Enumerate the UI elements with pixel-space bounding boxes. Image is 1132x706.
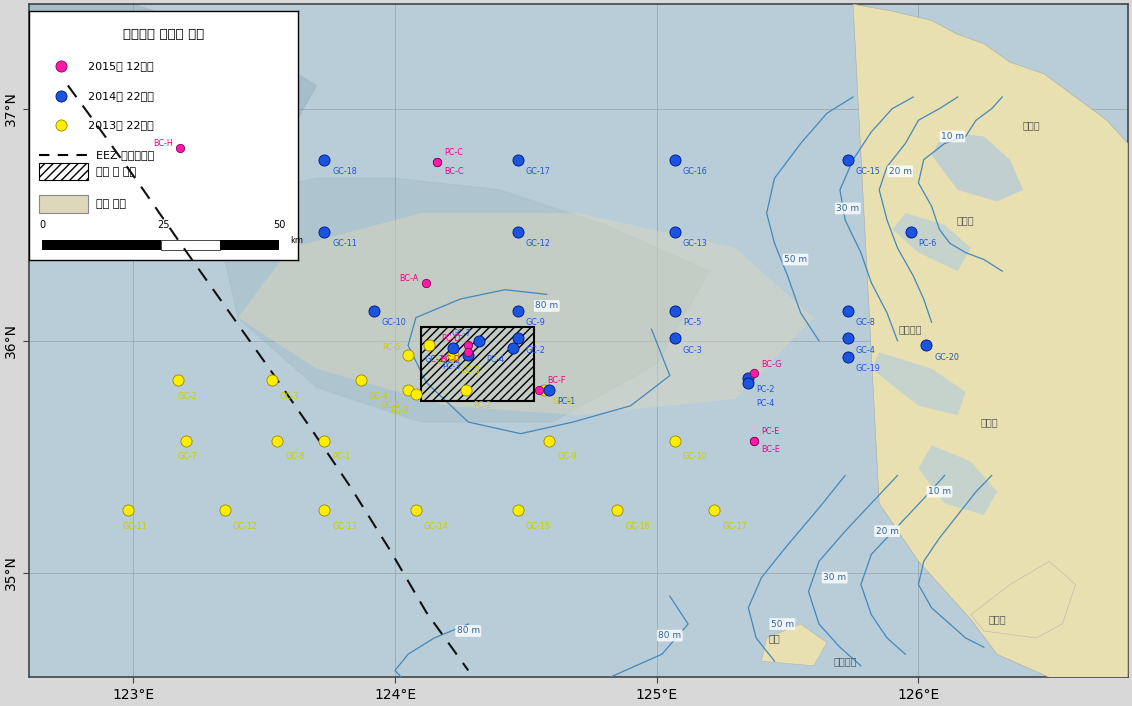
Text: 서해도: 서해도: [957, 215, 975, 225]
Text: GC-3: GC-3: [683, 345, 703, 354]
Text: GC-12: GC-12: [526, 239, 551, 248]
Text: GC-18: GC-18: [332, 167, 357, 176]
Text: GC-8: GC-8: [285, 453, 305, 461]
Text: GC-4: GC-4: [369, 392, 388, 401]
Text: GC-7: GC-7: [451, 329, 471, 338]
Text: PC-1: PC-1: [332, 453, 351, 461]
Text: GC-7: GC-7: [178, 453, 198, 461]
Polygon shape: [762, 624, 826, 666]
Text: 안면도: 안면도: [1022, 120, 1040, 130]
Text: GC-13: GC-13: [683, 239, 708, 248]
Text: GC-10: GC-10: [683, 453, 708, 461]
Text: BC-E: BC-E: [762, 445, 780, 455]
Text: GC-17: GC-17: [722, 522, 747, 531]
Text: GC-11: GC-11: [122, 522, 147, 531]
Text: PC-3: PC-3: [389, 406, 409, 415]
Text: GC-8: GC-8: [856, 318, 875, 327]
Polygon shape: [854, 4, 1127, 678]
Text: PC-2: PC-2: [473, 401, 492, 410]
Text: 20 m: 20 m: [875, 527, 899, 536]
Text: GC-16: GC-16: [683, 167, 708, 176]
Text: GC-13: GC-13: [332, 522, 357, 531]
Text: GC-9: GC-9: [557, 453, 577, 461]
Text: 대흑산도: 대흑산도: [833, 656, 857, 666]
Text: 80 m: 80 m: [535, 301, 558, 311]
Text: BC-C: BC-C: [445, 167, 464, 176]
Text: GC-10: GC-10: [381, 318, 406, 327]
Text: PC-E: PC-E: [762, 427, 780, 436]
Text: BC-A: BC-A: [400, 274, 419, 282]
Text: PC-5: PC-5: [381, 343, 401, 352]
Text: PC-4: PC-4: [487, 355, 505, 364]
Text: PC-4: PC-4: [756, 399, 774, 408]
Text: BC-G: BC-G: [762, 359, 782, 369]
Text: GC-12: GC-12: [233, 522, 258, 531]
Text: PC-D: PC-D: [441, 334, 461, 343]
Text: 50 m: 50 m: [783, 255, 807, 264]
Text: BC-F: BC-F: [547, 376, 565, 385]
Polygon shape: [918, 445, 997, 515]
Text: GC-11: GC-11: [332, 239, 357, 248]
Text: PC-1: PC-1: [557, 397, 575, 406]
Polygon shape: [932, 132, 1023, 201]
Polygon shape: [212, 179, 709, 422]
Polygon shape: [238, 213, 814, 415]
Text: PC-5: PC-5: [683, 318, 701, 327]
Text: GC-15: GC-15: [526, 522, 551, 531]
Text: 80 m: 80 m: [456, 626, 480, 635]
Text: PC-6: PC-6: [918, 239, 936, 248]
Text: PC-3: PC-3: [443, 362, 461, 371]
Text: GC-4: GC-4: [856, 345, 875, 354]
Text: PC-2: PC-2: [756, 385, 774, 394]
Text: GC-17: GC-17: [526, 167, 551, 176]
Text: 비금도: 비금도: [988, 614, 1006, 624]
Text: 인마도: 인마도: [980, 417, 998, 427]
Text: 20 m: 20 m: [889, 167, 911, 176]
Text: GC-5: GC-5: [380, 401, 401, 410]
Text: 고군산도: 고군산도: [899, 324, 923, 334]
Text: 30 m: 30 m: [837, 204, 859, 213]
Text: GC-19: GC-19: [856, 364, 881, 373]
Text: BC-H: BC-H: [153, 139, 172, 148]
Text: 50 m: 50 m: [771, 620, 794, 628]
Polygon shape: [872, 352, 966, 415]
Text: GC-3: GC-3: [280, 392, 300, 401]
Bar: [421, 327, 533, 401]
Text: 10 m: 10 m: [928, 487, 951, 496]
Text: GC-1: GC-1: [424, 355, 445, 364]
Text: GC-2: GC-2: [178, 392, 198, 401]
Text: GC-6: GC-6: [552, 397, 572, 406]
Polygon shape: [28, 4, 317, 225]
Text: GC-15: GC-15: [856, 167, 881, 176]
Text: GC-3: GC-3: [461, 366, 480, 376]
Text: GC-14: GC-14: [423, 522, 448, 531]
Text: GC-2: GC-2: [526, 345, 546, 354]
Text: 홈도: 홈도: [769, 633, 780, 643]
Text: GC-20: GC-20: [934, 352, 959, 361]
Polygon shape: [892, 213, 971, 271]
Text: GC-1: GC-1: [437, 357, 456, 366]
Text: GC-16: GC-16: [625, 522, 650, 531]
Polygon shape: [971, 561, 1075, 638]
Text: PC-C: PC-C: [445, 148, 464, 157]
Text: 10 m: 10 m: [941, 132, 964, 141]
Text: 30 m: 30 m: [823, 573, 847, 582]
Text: BC-D: BC-D: [440, 355, 461, 364]
Text: GC-9: GC-9: [526, 318, 546, 327]
Text: 80 m: 80 m: [658, 631, 681, 640]
